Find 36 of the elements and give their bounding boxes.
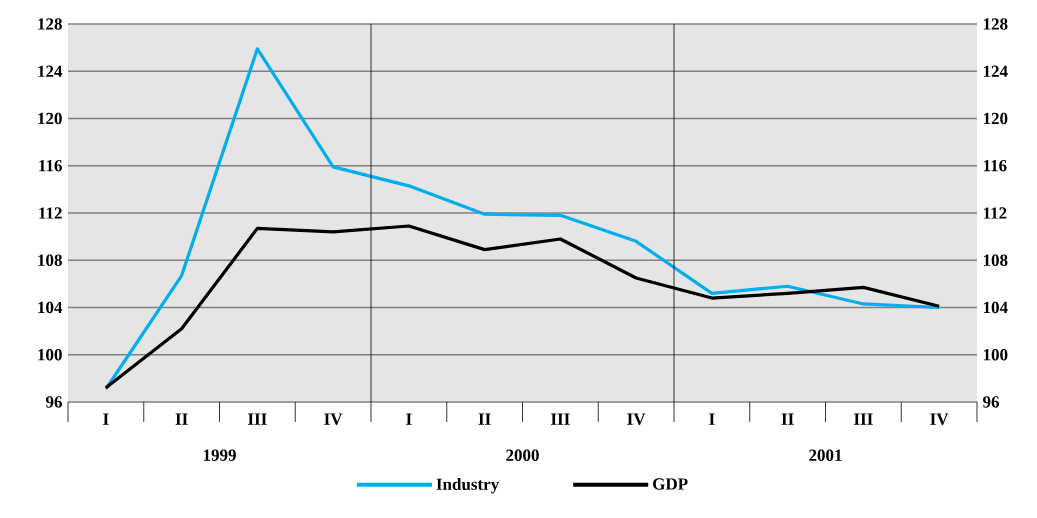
y-tick-label: 124 bbox=[38, 65, 63, 77]
x-tick-label: I bbox=[406, 413, 412, 425]
y-tick-label: 116 bbox=[39, 160, 62, 172]
x-tick-label: II bbox=[781, 413, 794, 425]
x-tick-label: I bbox=[709, 413, 715, 425]
y2-tick-label: 104 bbox=[983, 301, 1008, 314]
y2-tick-label: 112 bbox=[983, 207, 1007, 219]
x-tick-label: III bbox=[248, 413, 267, 425]
y2-tick-label: 124 bbox=[983, 65, 1008, 77]
text: 1999 bbox=[203, 449, 236, 461]
x-tick-label: II bbox=[478, 413, 491, 425]
y-tick-label: 112 bbox=[39, 207, 62, 219]
y-tick-label: 108 bbox=[38, 254, 62, 266]
y2-tick-label: 96 bbox=[983, 396, 1000, 408]
y2-tick-label: 108 bbox=[983, 254, 1008, 266]
x-tick-label: IV bbox=[627, 413, 646, 425]
x-tick-label: III bbox=[551, 413, 570, 425]
line-series bbox=[104, 47, 941, 391]
y-tick-label: 96 bbox=[45, 396, 62, 408]
text: 2000 bbox=[506, 449, 539, 461]
text: 2001 bbox=[809, 449, 842, 461]
y-tick-label: 104 bbox=[38, 301, 63, 314]
y-tick-label: 100 bbox=[38, 349, 62, 361]
x-tick-label: II bbox=[175, 413, 188, 425]
x-tick-label: I bbox=[103, 413, 109, 425]
y-tick-label: 120 bbox=[38, 112, 62, 125]
y2-tick-label: 116 bbox=[983, 160, 1007, 172]
x-tick-label: IV bbox=[324, 413, 343, 425]
y2-tick-label: 100 bbox=[983, 349, 1008, 361]
y2-tick-label: 120 bbox=[983, 112, 1008, 125]
legend-label: GDP bbox=[653, 478, 688, 490]
y2-tick-label: 128 bbox=[983, 18, 1008, 30]
y-tick-label: 128 bbox=[38, 18, 62, 30]
legend-label: Industry bbox=[436, 478, 500, 494]
x-tick-label: III bbox=[854, 413, 873, 425]
x-tick-label: IV bbox=[930, 413, 949, 425]
